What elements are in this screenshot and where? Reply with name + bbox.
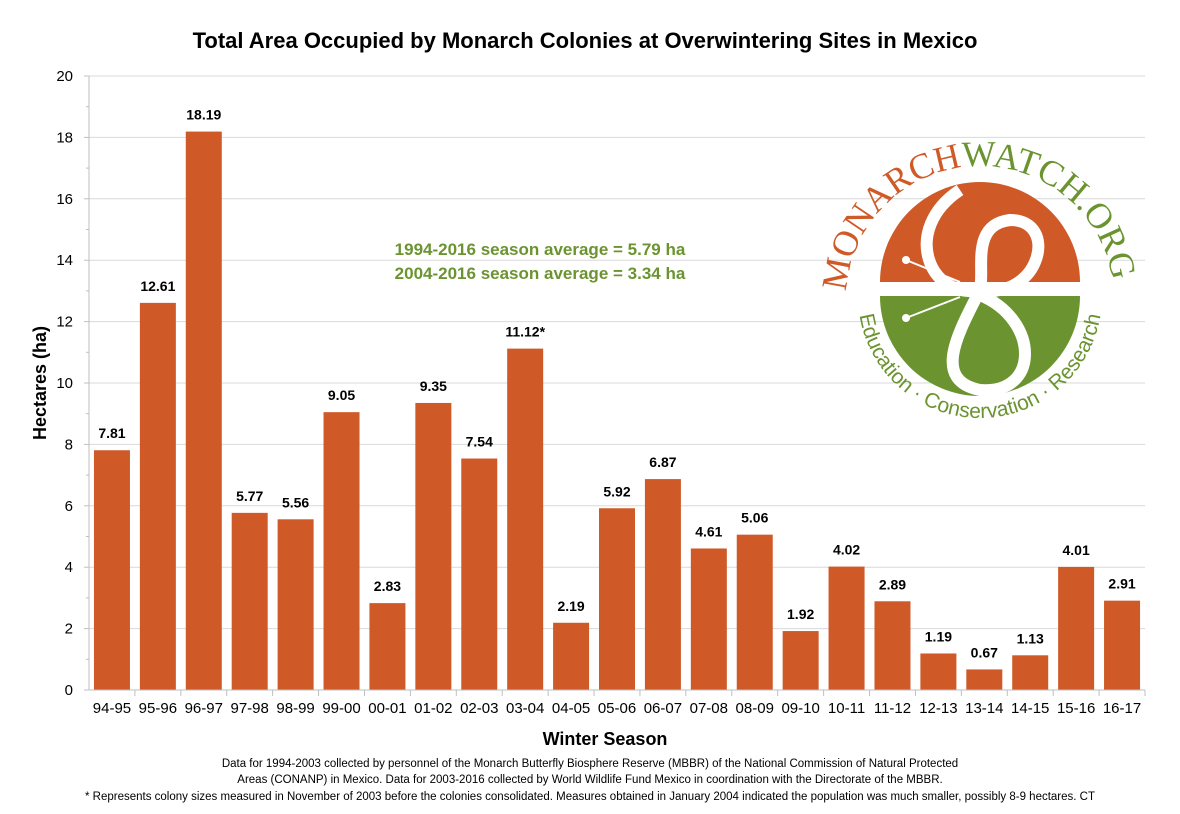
x-tick-label: 97-98 [231,700,269,717]
data-label: 1.19 [925,628,952,644]
data-label: 6.87 [649,454,676,470]
bar-03-04 [507,348,544,690]
x-tick-label: 08-09 [736,700,774,717]
x-tick-label: 13-14 [965,700,1003,717]
y-tick-label: 20 [56,68,73,85]
x-axis-label: Winter Season [543,729,668,749]
x-tick-label: 01-02 [414,700,452,717]
y-axis-label: Hectares (ha) [30,326,50,440]
footnote-2: Areas (CONANP) in Mexico. Data for 2003-… [237,774,943,786]
bar-96-97 [185,131,222,690]
y-tick-label: 16 [56,191,73,208]
bar-15-16 [1058,566,1095,690]
x-tick-label: 06-07 [644,700,682,717]
x-tick-label: 04-05 [552,700,590,717]
data-label: 2.19 [557,598,584,614]
data-label: 4.01 [1063,542,1090,558]
y-tick-label: 0 [65,682,73,699]
butterfly-icon [920,185,1045,397]
x-tick-label: 16-17 [1103,700,1141,717]
x-tick-label: 14-15 [1011,700,1049,717]
bar-98-99 [277,519,314,690]
data-label: 12.61 [140,278,175,294]
data-label: 1.92 [787,606,814,622]
bar-07-08 [690,548,727,690]
bar-12-13 [920,653,957,690]
x-tick-label: 07-08 [690,700,728,717]
data-label: 2.83 [374,578,401,594]
bars: 7.81 12.61 18.19 5.77 5.56 9.05 2.83 9.35 7.54 11… [93,107,1141,690]
bar-97-98 [231,512,268,690]
data-label: 9.05 [328,387,355,403]
bar-99-00 [323,412,360,690]
footnote-1: Data for 1994-2003 collected by personne… [221,758,959,770]
bar-01-02 [415,402,452,690]
x-tick-label: 96-97 [185,700,223,717]
chart-title: Total Area Occupied by Monarch Colonies … [193,28,978,53]
data-label: 4.61 [695,523,722,539]
logo-green-half [880,296,1080,396]
data-label: 5.06 [741,510,768,526]
y-tick-label: 10 [56,375,73,392]
data-label: 9.35 [420,378,447,394]
bar-16-17 [1104,600,1141,690]
bar-09-10 [782,631,819,690]
x-tick-label: 09-10 [781,700,819,717]
bar-02-03 [461,458,498,690]
bar-95-96 [139,302,176,690]
bar-13-14 [966,669,1003,690]
bar-05-06 [599,508,635,690]
y-tick-label: 12 [56,314,73,331]
data-label: 2.89 [879,576,906,592]
x-tick-label: 03-04 [506,700,544,717]
data-label: 18.19 [186,107,221,123]
bar-11-12 [874,601,911,690]
x-tick-label: 98-99 [276,700,314,717]
y-tick-label: 4 [65,559,73,576]
x-tick-label: 11-12 [874,700,911,717]
bar-10-11 [828,566,865,690]
data-label: 4.02 [833,542,860,558]
data-label: 7.81 [98,425,125,441]
data-label: 5.77 [236,488,263,504]
data-label: 2.91 [1108,576,1135,592]
x-tick-label: 95-96 [139,700,177,717]
x-tick-label: 15-16 [1057,700,1095,717]
annotation-average-2004-2016: 2004-2016 season average = 3.34 ha [395,264,686,283]
x-tick-label: 05-06 [598,700,636,717]
x-tick-label: 00-01 [368,700,406,717]
bar-14-15 [1012,655,1049,690]
bar-00-01 [369,603,406,690]
y-tick-label: 8 [65,436,73,453]
data-label: 1.13 [1017,630,1044,646]
data-label: 11.12* [505,324,545,340]
x-tick-label: 12-13 [919,700,957,717]
footnote-3: * Represents colony sizes measured in No… [84,791,1095,803]
x-tick-label: 10-11 [828,700,865,717]
x-tick-label: 02-03 [460,700,498,717]
data-label: 5.56 [282,494,309,510]
y-tick-label: 18 [56,129,73,146]
bar-04-05 [553,622,590,690]
y-tick-label: 6 [65,498,73,515]
bar-06-07 [644,479,681,690]
y-tick-label: 2 [65,621,73,638]
axes: 0 2 4 6 8 10 12 14 16 18 20 94-95 95-96 96-97 97-98 98-… [56,68,1146,717]
x-tick-label: 99-00 [322,700,360,717]
annotation-average-1994-2016: 1994-2016 season average = 5.79 ha [395,240,686,259]
bar-08-09 [736,534,773,690]
bar-94-95 [93,450,130,690]
monarchwatch-logo: MONARCHWATCH.ORG Education · Conservatio… [814,134,1144,424]
x-tick-label: 94-95 [93,700,131,717]
data-label: 0.67 [971,644,998,660]
y-tick-label: 14 [56,252,73,269]
data-label: 7.54 [466,434,493,450]
data-label: 5.92 [603,483,630,499]
